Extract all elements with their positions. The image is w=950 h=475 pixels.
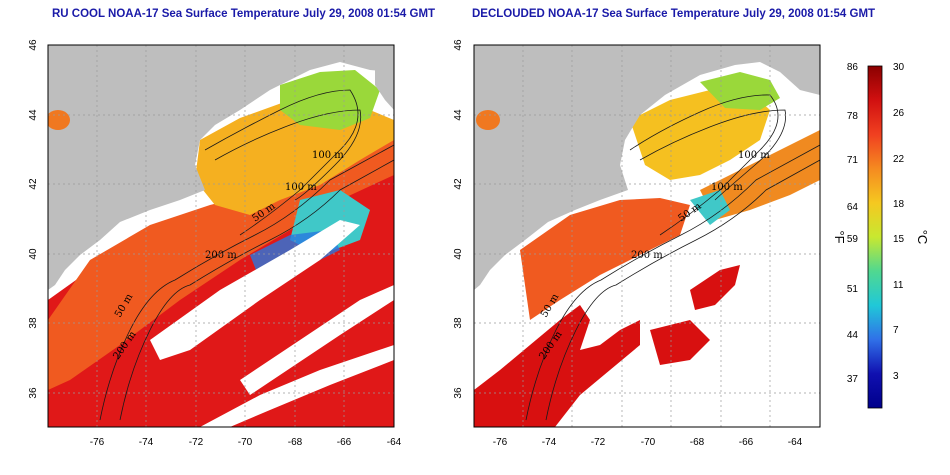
left-x-tick: -68: [288, 437, 303, 448]
right-x-tick: -68: [690, 437, 705, 448]
right-map-frame: [473, 44, 821, 428]
fahrenheit-tick: 51: [847, 284, 859, 295]
celsius-tick: 7: [893, 325, 899, 336]
fahrenheit-tick: 44: [847, 330, 859, 341]
celsius-tick: 26: [893, 108, 905, 119]
right-y-tick: 46: [453, 39, 464, 51]
celsius-tick: 22: [893, 154, 905, 165]
left-y-tick: 38: [28, 317, 39, 329]
left-y-tick: 36: [28, 387, 39, 399]
left-map-panel: 100 m 100 m 50 m 200 m 50 m 200 m: [48, 45, 394, 427]
right-sst-green-gom: [700, 72, 780, 110]
colorbar-fahrenheit-ticks: 86 78 71 64 59 51 44 37: [847, 62, 859, 385]
left-x-tick: -74: [139, 437, 154, 448]
celsius-tick: 18: [893, 199, 905, 210]
left-contour-label-100m-b: 100 m: [285, 182, 317, 193]
fahrenheit-unit-label: °F: [832, 230, 847, 243]
celsius-tick: 3: [893, 371, 899, 382]
colorbar-gradient: [867, 65, 883, 409]
colorbar-celsius-ticks: 30 26 22 18 15 11 7 3: [893, 62, 905, 382]
left-x-tick: -64: [387, 437, 402, 448]
right-sst-orange-east: [700, 130, 820, 220]
left-cloud-streak-3: [200, 345, 394, 427]
right-x-tick: -74: [542, 437, 557, 448]
left-x-tick: -72: [189, 437, 204, 448]
left-x-axis: -76 -74 -72 -70 -68 -66 -64: [90, 437, 402, 448]
left-cloud-streak-2: [240, 285, 394, 395]
left-y-axis: 46 44 42 40 38 36: [28, 39, 39, 399]
celsius-tick: 11: [893, 280, 904, 291]
left-contour-label-100m-a: 100 m: [312, 150, 344, 161]
right-x-tick: -70: [641, 437, 656, 448]
right-map-panel: 100 m 100 m 50 m 200 m 50 m 200 m: [474, 45, 820, 427]
right-x-tick: -66: [739, 437, 754, 448]
temperature-colorbar: 86 78 71 64 59 51 44 37 30 26 22 18 15 1…: [832, 62, 930, 409]
right-sst-red-patch-1: [690, 265, 740, 310]
right-x-tick: -64: [788, 437, 803, 448]
right-contour-label-100m-a: 100 m: [738, 150, 770, 161]
left-sst-orange-shelf: [48, 128, 394, 390]
fahrenheit-tick: 59: [847, 234, 859, 245]
right-bathymetry-contours: [525, 94, 820, 421]
right-sst-red-patch-2: [650, 320, 710, 365]
left-x-tick: -66: [337, 437, 352, 448]
fahrenheit-tick: 78: [847, 111, 859, 122]
left-bathymetry-contours: [99, 89, 394, 421]
right-y-tick: 44: [453, 109, 464, 121]
right-contour-label-200m-a: 200 m: [631, 250, 663, 261]
celsius-tick: 15: [893, 234, 905, 245]
left-y-tick: 40: [28, 248, 39, 260]
celsius-tick: 30: [893, 62, 905, 73]
left-map-frame: [47, 44, 395, 428]
left-y-tick: 46: [28, 39, 39, 51]
right-x-axis: -76 -74 -72 -70 -68 -66 -64: [493, 437, 803, 448]
right-panel-title: DECLOUDED NOAA-17 Sea Surface Temperatur…: [472, 8, 876, 20]
left-land-mass: [48, 45, 394, 290]
celsius-unit-label: °C: [915, 230, 930, 245]
right-graticule: [474, 45, 820, 427]
right-x-tick: -76: [493, 437, 508, 448]
right-sst-warm-south: [474, 305, 640, 427]
left-graticule: [48, 45, 394, 427]
right-y-tick: 38: [453, 317, 464, 329]
left-cloud-streak-1: [150, 220, 360, 360]
right-sst-orange-shelf: [520, 198, 690, 320]
left-sst-coastal-blob: [48, 110, 70, 130]
right-y-tick: 42: [453, 178, 464, 190]
left-x-tick: -76: [90, 437, 105, 448]
right-land-mass: [474, 45, 820, 290]
fahrenheit-tick: 86: [847, 62, 859, 73]
right-x-tick: -72: [591, 437, 606, 448]
left-contour-label-200m-a: 200 m: [205, 250, 237, 261]
right-contour-label-100m-b: 100 m: [711, 182, 743, 193]
right-y-tick: 40: [453, 248, 464, 260]
right-y-tick: 36: [453, 387, 464, 399]
left-y-tick: 42: [28, 178, 39, 190]
left-land-east: [375, 45, 394, 110]
left-x-tick: -70: [238, 437, 253, 448]
left-panel-title: RU COOL NOAA-17 Sea Surface Temperature …: [52, 8, 436, 20]
fahrenheit-tick: 64: [847, 202, 859, 213]
right-sst-cyan-patch: [690, 190, 730, 225]
right-sst-yellow-gom: [630, 90, 770, 180]
right-sst-coastal-blob: [476, 110, 500, 130]
fahrenheit-tick: 71: [847, 155, 859, 166]
fahrenheit-tick: 37: [847, 374, 859, 385]
left-y-tick: 44: [28, 109, 39, 121]
right-y-axis: 46 44 42 40 38 36: [453, 39, 464, 399]
